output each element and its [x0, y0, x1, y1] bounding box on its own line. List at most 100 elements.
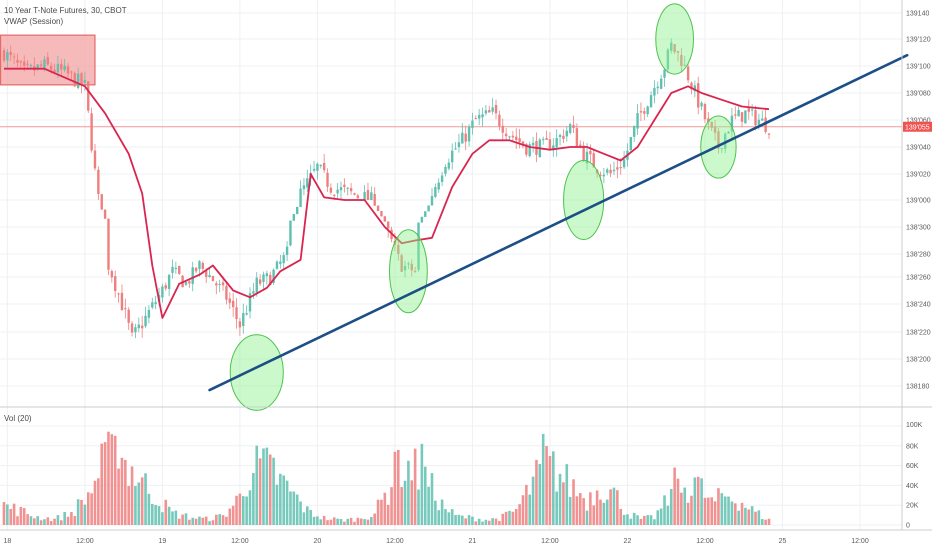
- volume-bar: [498, 520, 501, 525]
- candle-body: [87, 81, 90, 111]
- candle-body: [531, 142, 535, 146]
- volume-bar: [676, 478, 680, 525]
- candle-body: [215, 283, 218, 286]
- volume-bar: [643, 515, 646, 525]
- candle-body: [562, 135, 565, 140]
- candle-body: [599, 174, 602, 176]
- volume-bar: [410, 480, 414, 525]
- volume-bar: [750, 506, 754, 525]
- candle-body: [501, 125, 504, 133]
- candle-body: [646, 106, 649, 115]
- volume-bar: [319, 519, 323, 525]
- volume-bar: [70, 512, 73, 525]
- volume-bar: [33, 518, 36, 525]
- volume-bar: [760, 519, 764, 525]
- volume-bar: [76, 499, 80, 525]
- candle-body: [292, 213, 296, 221]
- candle-body: [403, 265, 407, 271]
- price-tick-label: 139140: [906, 11, 929, 18]
- candle-body: [12, 56, 16, 58]
- candle-body: [333, 194, 336, 196]
- candle-body: [53, 69, 56, 73]
- volume-bar: [599, 499, 602, 525]
- candle-body: [221, 282, 225, 286]
- volume-bar: [12, 503, 16, 525]
- volume-bar: [504, 511, 508, 525]
- time-tick-label: 12:00: [76, 538, 94, 545]
- candle-body: [575, 128, 579, 147]
- volume-bar: [548, 456, 552, 525]
- candle-body: [265, 273, 269, 277]
- candle-body: [568, 124, 572, 133]
- price-tick-label: 139'040: [906, 145, 931, 152]
- candle-body: [504, 133, 508, 137]
- candle-body: [757, 119, 761, 125]
- volume-bar: [595, 490, 599, 525]
- volume-bar: [538, 463, 542, 525]
- price-tick-label: 139'020: [906, 172, 931, 179]
- candle-body: [636, 113, 639, 129]
- volume-bar: [211, 520, 215, 525]
- volume-bar: [201, 517, 205, 525]
- volume-bar: [582, 498, 585, 525]
- volume-bar: [723, 496, 727, 525]
- price-tick-label: 139'080: [906, 91, 931, 98]
- volume-tick-label: 80K: [906, 443, 919, 450]
- axes: [0, 0, 932, 531]
- volume-bar: [177, 518, 181, 525]
- candle-body: [622, 159, 626, 168]
- candle-body: [467, 126, 471, 142]
- highlight-circles[interactable]: [229, 3, 737, 411]
- volume-bar: [555, 491, 558, 525]
- volume-bar: [353, 521, 356, 525]
- candle-body: [228, 298, 231, 303]
- candle-body: [134, 327, 137, 333]
- candle-body: [279, 261, 282, 264]
- volume-bar: [683, 487, 687, 525]
- candle-body: [211, 275, 215, 282]
- volume-bar: [336, 518, 339, 525]
- candle-body: [386, 221, 390, 229]
- candle-body: [407, 263, 410, 265]
- candle-body: [710, 121, 713, 128]
- candle-body: [582, 145, 585, 161]
- candle-body: [632, 125, 636, 137]
- time-tick-label: 22: [624, 538, 632, 545]
- candle-body: [356, 195, 360, 198]
- candle-body: [19, 61, 23, 63]
- volume-bar: [255, 445, 259, 525]
- price-tick-label: 139'120: [906, 37, 931, 44]
- candle-body: [737, 110, 740, 117]
- volume-bar: [248, 490, 252, 525]
- candle-body: [56, 63, 60, 73]
- price-tick-label: 138'260: [906, 275, 931, 282]
- volume-bar: [680, 492, 683, 525]
- volume-bar: [649, 515, 653, 525]
- volume-bar: [390, 487, 393, 525]
- candle-body: [649, 95, 653, 108]
- candle-body: [370, 192, 373, 201]
- candle-body: [707, 118, 710, 123]
- volume-bar: [83, 504, 87, 525]
- time-tick-label: 20: [314, 538, 322, 545]
- volume-bar: [521, 495, 525, 525]
- volume-bar: [511, 511, 515, 525]
- volume-bar: [434, 500, 437, 525]
- volume-bar: [289, 491, 292, 525]
- volume-bar: [518, 504, 521, 525]
- trendline[interactable]: [208, 53, 909, 392]
- candle-body: [727, 131, 730, 134]
- candle-body: [666, 49, 670, 70]
- price-tick-label: 138'240: [906, 302, 931, 309]
- volume-bar: [673, 467, 676, 525]
- candle-body: [579, 144, 582, 147]
- volume-tick-label: 60K: [906, 463, 919, 470]
- last-price-tag-bg: [903, 121, 932, 132]
- volume-bar: [235, 495, 238, 525]
- volume-bar: [578, 493, 582, 525]
- candle-body: [174, 267, 178, 269]
- candle-body: [515, 136, 518, 141]
- volume-bar: [669, 488, 673, 525]
